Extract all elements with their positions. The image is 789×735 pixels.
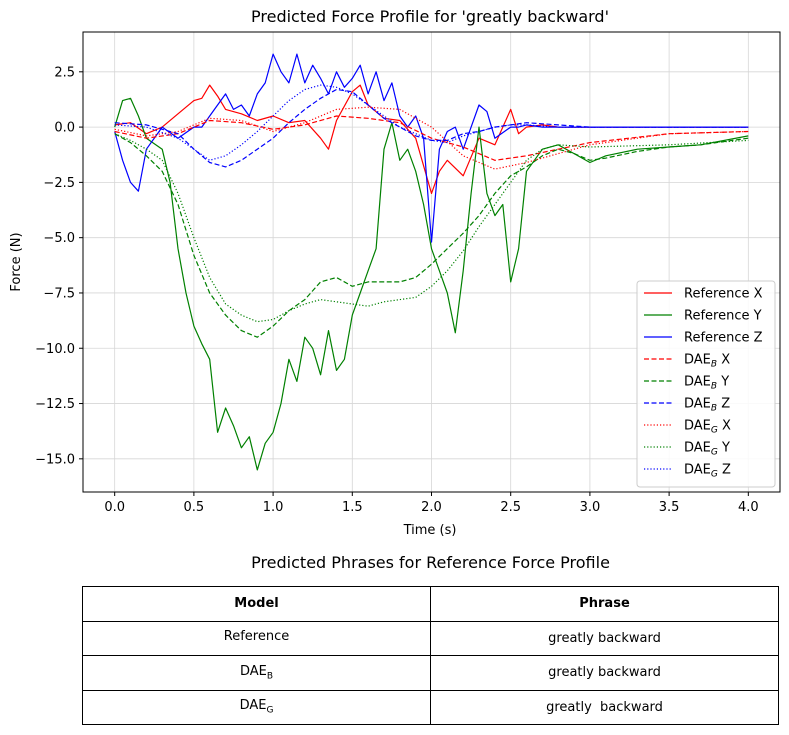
y-tick-label: −7.5 [43,286,75,301]
legend-label: Reference X [684,287,763,302]
series-line-3 [114,115,749,161]
y-axis-label: Force (N) [9,232,24,291]
x-tick-label: 4.0 [738,500,759,515]
cell-model: Reference [82,620,431,656]
series-line-7 [114,133,749,323]
legend-box [636,280,776,488]
y-tick-label: −10.0 [35,342,75,357]
x-tick-label: 3.5 [659,500,680,515]
x-tick-label: 1.5 [342,500,363,515]
cell-model: DAEG [82,689,431,725]
y-tick-label: −5.0 [43,231,75,246]
series-line-4 [114,133,749,338]
header-model: Model [82,586,431,622]
phrases-table: Model Phrase Reference greatly backward … [82,586,779,725]
cell-phrase: greatly backward [430,655,779,691]
cell-phrase: greatly backward [430,689,779,725]
table-title: Predicted Phrases for Reference Force Pr… [251,553,610,572]
legend-label: DAEG Z [684,463,731,480]
series-lines [114,53,749,471]
series-line-2 [114,53,749,243]
header-phrase: Phrase [430,586,779,622]
series-line-1 [114,97,749,471]
x-tick-label: 0.5 [184,500,205,515]
chart-title: Predicted Force Profile for 'greatly bac… [251,7,609,26]
x-tick-label: 2.5 [500,500,521,515]
series-line-6 [114,106,749,170]
x-tick-label: 2.0 [421,500,442,515]
legend-label: DAEB X [684,353,730,370]
series-line-5 [114,88,749,168]
cell-phrase: greatly backward [430,620,779,656]
legend: Reference X Reference Y Reference Z DAEB X D… [636,280,776,488]
x-tick-label: 0.0 [104,500,125,515]
legend-label: DAEB Y [684,375,729,392]
y-tick-label: 0.0 [54,121,75,136]
force-profile-chart: Predicted Force Profile for 'greatly bac… [9,7,781,538]
y-tick-label: 2.5 [54,65,75,80]
cell-model: DAEB [82,655,431,691]
y-tick-label: −2.5 [43,176,75,191]
table-row: Reference greatly backward [82,620,779,656]
x-axis-label: Time (s) [403,523,457,538]
legend-label: DAEB Z [684,397,730,414]
legend-label: DAEG Y [684,441,730,458]
series-line-0 [114,84,749,194]
legend-label: Reference Z [684,331,763,346]
legend-label: Reference Y [684,309,762,324]
x-tick-label: 3.0 [580,500,601,515]
table-row: DAEB greatly backward [82,655,779,691]
plot-frame [82,31,781,493]
table-header-row: Model Phrase [82,586,779,622]
axis-ticks: 0.0 0.5 1.0 1.5 2.0 2.5 3.0 3.5 4.0 2.5 0.0 −2.5 −5.… [35,65,759,515]
table-row: DAEG greatly backward [82,689,779,725]
y-tick-label: −15.0 [35,452,75,467]
y-tick-label: −12.5 [35,397,75,412]
x-tick-label: 1.0 [263,500,284,515]
legend-label: DAEG X [684,419,731,436]
